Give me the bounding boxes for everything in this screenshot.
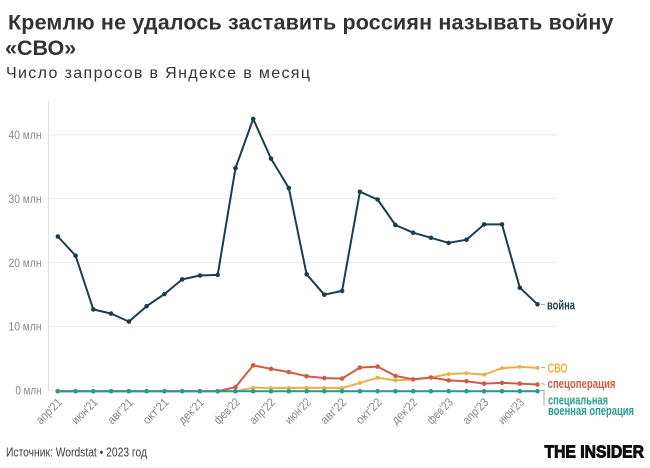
svg-text:«СВО»: «СВО» xyxy=(5,36,76,60)
svg-text:10 млн: 10 млн xyxy=(9,320,42,334)
svg-text:Источник: Wordstat • 2023 год: Источник: Wordstat • 2023 год xyxy=(6,446,148,460)
svg-text:спецоперация: спецоперация xyxy=(548,376,616,391)
svg-text:20 млн: 20 млн xyxy=(9,256,42,270)
svg-text:30 млн: 30 млн xyxy=(9,192,42,206)
svg-text:THE INSIDER: THE INSIDER xyxy=(545,442,645,462)
svg-text:специальная: специальная xyxy=(548,393,608,408)
svg-text:СВО: СВО xyxy=(548,360,568,375)
svg-text:военная операция: военная операция xyxy=(548,403,634,418)
svg-text:война: война xyxy=(547,298,576,313)
svg-text:Кремлю не удалось заставить ро: Кремлю не удалось заставить россиян назы… xyxy=(8,11,614,35)
svg-text:Число запросов в Яндексе в мес: Число запросов в Яндексе в месяц xyxy=(6,65,310,82)
svg-text:0 млн: 0 млн xyxy=(16,384,42,398)
svg-text:40 млн: 40 млн xyxy=(9,128,42,142)
